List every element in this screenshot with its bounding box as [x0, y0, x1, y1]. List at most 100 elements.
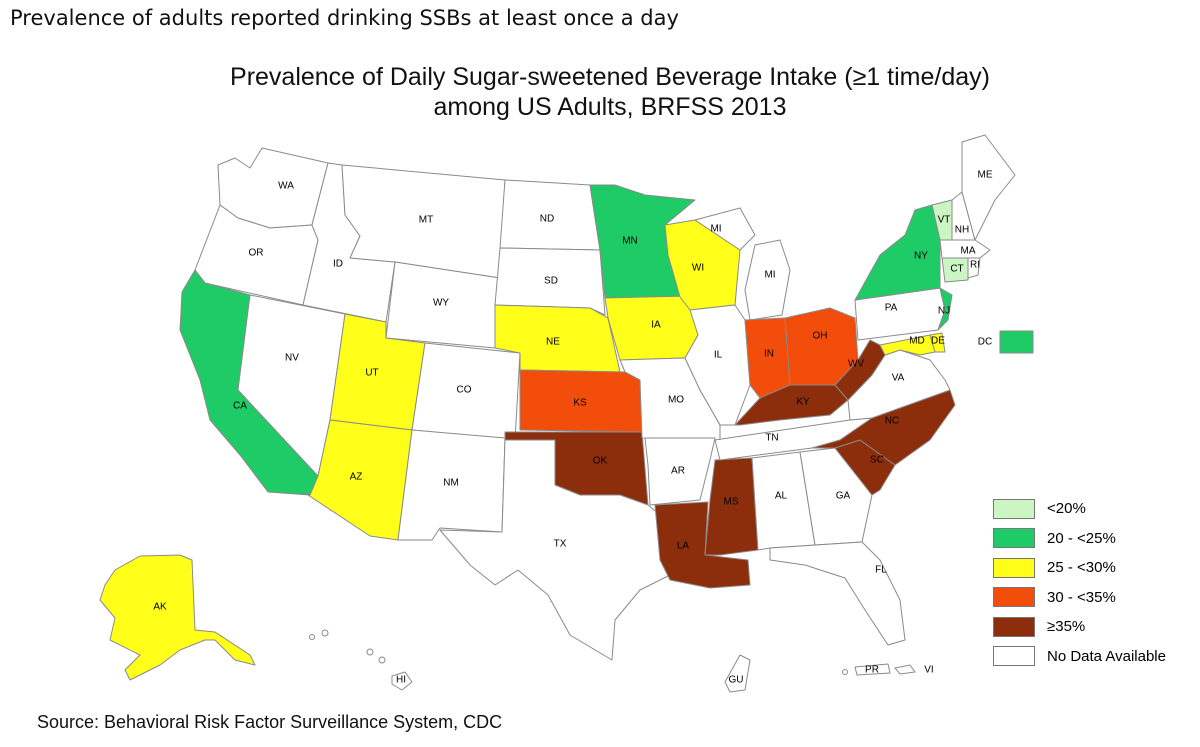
label-mi-lower: MI: [764, 270, 775, 281]
label-ky: KY: [796, 397, 810, 408]
label-ny: NY: [914, 251, 928, 262]
state-ny[interactable]: [854, 204, 941, 301]
label-mt: MT: [419, 215, 433, 226]
label-nd: ND: [540, 214, 554, 225]
legend-label-no-data: No Data Available: [1047, 647, 1166, 665]
label-oh: OH: [813, 331, 828, 342]
label-ok: OK: [593, 456, 608, 467]
label-wa: WA: [278, 181, 294, 192]
label-ct: CT: [950, 264, 963, 275]
state-nc[interactable]: [811, 389, 956, 466]
label-va: VA: [892, 373, 905, 384]
legend-label-ge35: ≥35%: [1047, 618, 1086, 636]
legend-item-25-30: 25 - <30%: [993, 553, 1166, 583]
legend-swatch-no-data: [993, 646, 1035, 667]
label-ia: IA: [651, 320, 661, 331]
state-il[interactable]: [684, 304, 751, 426]
map-title-line1: Prevalence of Daily Sugar-sweetened Beve…: [230, 63, 990, 91]
state-me[interactable]: [961, 134, 1016, 241]
label-md: MD: [909, 336, 925, 347]
label-id: ID: [333, 259, 343, 270]
state-tx[interactable]: [439, 439, 671, 661]
state-ri[interactable]: [967, 257, 981, 279]
map-title-line2: among US Adults, BRFSS 2013: [433, 93, 787, 121]
legend-item-no-data: No Data Available: [993, 642, 1166, 672]
label-il: IL: [714, 350, 723, 361]
label-me: ME: [978, 170, 993, 181]
state-de[interactable]: [929, 332, 946, 353]
label-vi: VI: [924, 665, 933, 676]
legend-label-25-30: 25 - <30%: [1047, 559, 1116, 577]
label-ak: AK: [153, 602, 167, 613]
label-or: OR: [249, 248, 264, 259]
label-ma: MA: [961, 246, 976, 257]
state-labels: WA OR CA NV ID MT WY UT AZ CO NM ND SD N…: [153, 170, 993, 686]
label-mn: MN: [622, 236, 638, 247]
legend-swatch-ge35: [993, 616, 1035, 637]
label-wi: WI: [692, 263, 704, 274]
map-title: Prevalence of Daily Sugar-sweetened Beve…: [0, 62, 1200, 122]
label-ks: KS: [573, 398, 587, 409]
state-la[interactable]: [654, 501, 751, 589]
label-wv: WV: [848, 359, 864, 370]
label-ut: UT: [365, 368, 378, 379]
label-nj: NJ: [938, 306, 950, 317]
label-de: DE: [931, 336, 945, 347]
label-pr: PR: [865, 665, 879, 676]
state-ky[interactable]: [734, 384, 849, 426]
label-nm: NM: [443, 478, 459, 489]
state-ar[interactable]: [644, 437, 716, 506]
label-al: AL: [775, 491, 788, 502]
state-sd[interactable]: [494, 247, 606, 316]
label-ne: NE: [546, 337, 560, 348]
label-sd: SD: [544, 276, 558, 287]
label-fl: FL: [875, 565, 887, 576]
state-mi[interactable]: [694, 207, 756, 251]
small-islands: [309, 629, 916, 675]
label-dc: DC: [978, 337, 992, 348]
label-tx: TX: [554, 539, 567, 550]
label-gu: GU: [729, 675, 744, 686]
legend: <20% 20 - <25% 25 - <30% 30 - <35% ≥35% …: [993, 494, 1166, 671]
label-nv: NV: [285, 353, 299, 364]
label-hi: HI: [396, 675, 406, 686]
legend-item-lt20: <20%: [993, 494, 1166, 524]
state-dc[interactable]: [999, 330, 1034, 354]
legend-label-20-25: 20 - <25%: [1047, 529, 1116, 547]
label-ms: MS: [724, 497, 739, 508]
label-co: CO: [457, 385, 472, 396]
label-ar: AR: [671, 466, 685, 477]
legend-item-20-25: 20 - <25%: [993, 524, 1166, 554]
legend-swatch-30-35: [993, 587, 1035, 608]
state-md[interactable]: [879, 334, 936, 356]
label-pa: PA: [885, 303, 898, 314]
label-vt: VT: [938, 215, 951, 226]
source-note: Source: Behavioral Risk Factor Surveilla…: [37, 712, 503, 732]
legend-label-lt20: <20%: [1047, 500, 1086, 518]
state-fl[interactable]: [769, 541, 906, 646]
state-nj[interactable]: [937, 287, 953, 331]
state-ct[interactable]: [941, 257, 969, 283]
state-mi-lower[interactable]: [744, 239, 791, 321]
page-caption: Prevalence of adults reported drinking S…: [10, 6, 679, 30]
state-ak[interactable]: [99, 554, 256, 681]
label-sc: SC: [870, 455, 884, 466]
label-ga: GA: [836, 491, 851, 502]
state-hi[interactable]: [391, 671, 413, 691]
state-pr[interactable]: [854, 663, 891, 676]
label-az: AZ: [350, 472, 363, 483]
legend-swatch-25-30: [993, 557, 1035, 578]
label-ri: RI: [970, 260, 980, 271]
label-nh: NH: [955, 225, 969, 236]
legend-label-30-35: 30 - <35%: [1047, 588, 1116, 606]
legend-swatch-20-25: [993, 528, 1035, 549]
legend-swatch-lt20: [993, 498, 1035, 519]
label-mo: MO: [668, 395, 684, 406]
legend-item-30-35: 30 - <35%: [993, 583, 1166, 613]
label-in: IN: [764, 349, 774, 360]
label-tn: TN: [765, 433, 778, 444]
state-ma[interactable]: [939, 239, 991, 259]
legend-item-ge35: ≥35%: [993, 612, 1166, 642]
state-gu[interactable]: [724, 654, 751, 693]
